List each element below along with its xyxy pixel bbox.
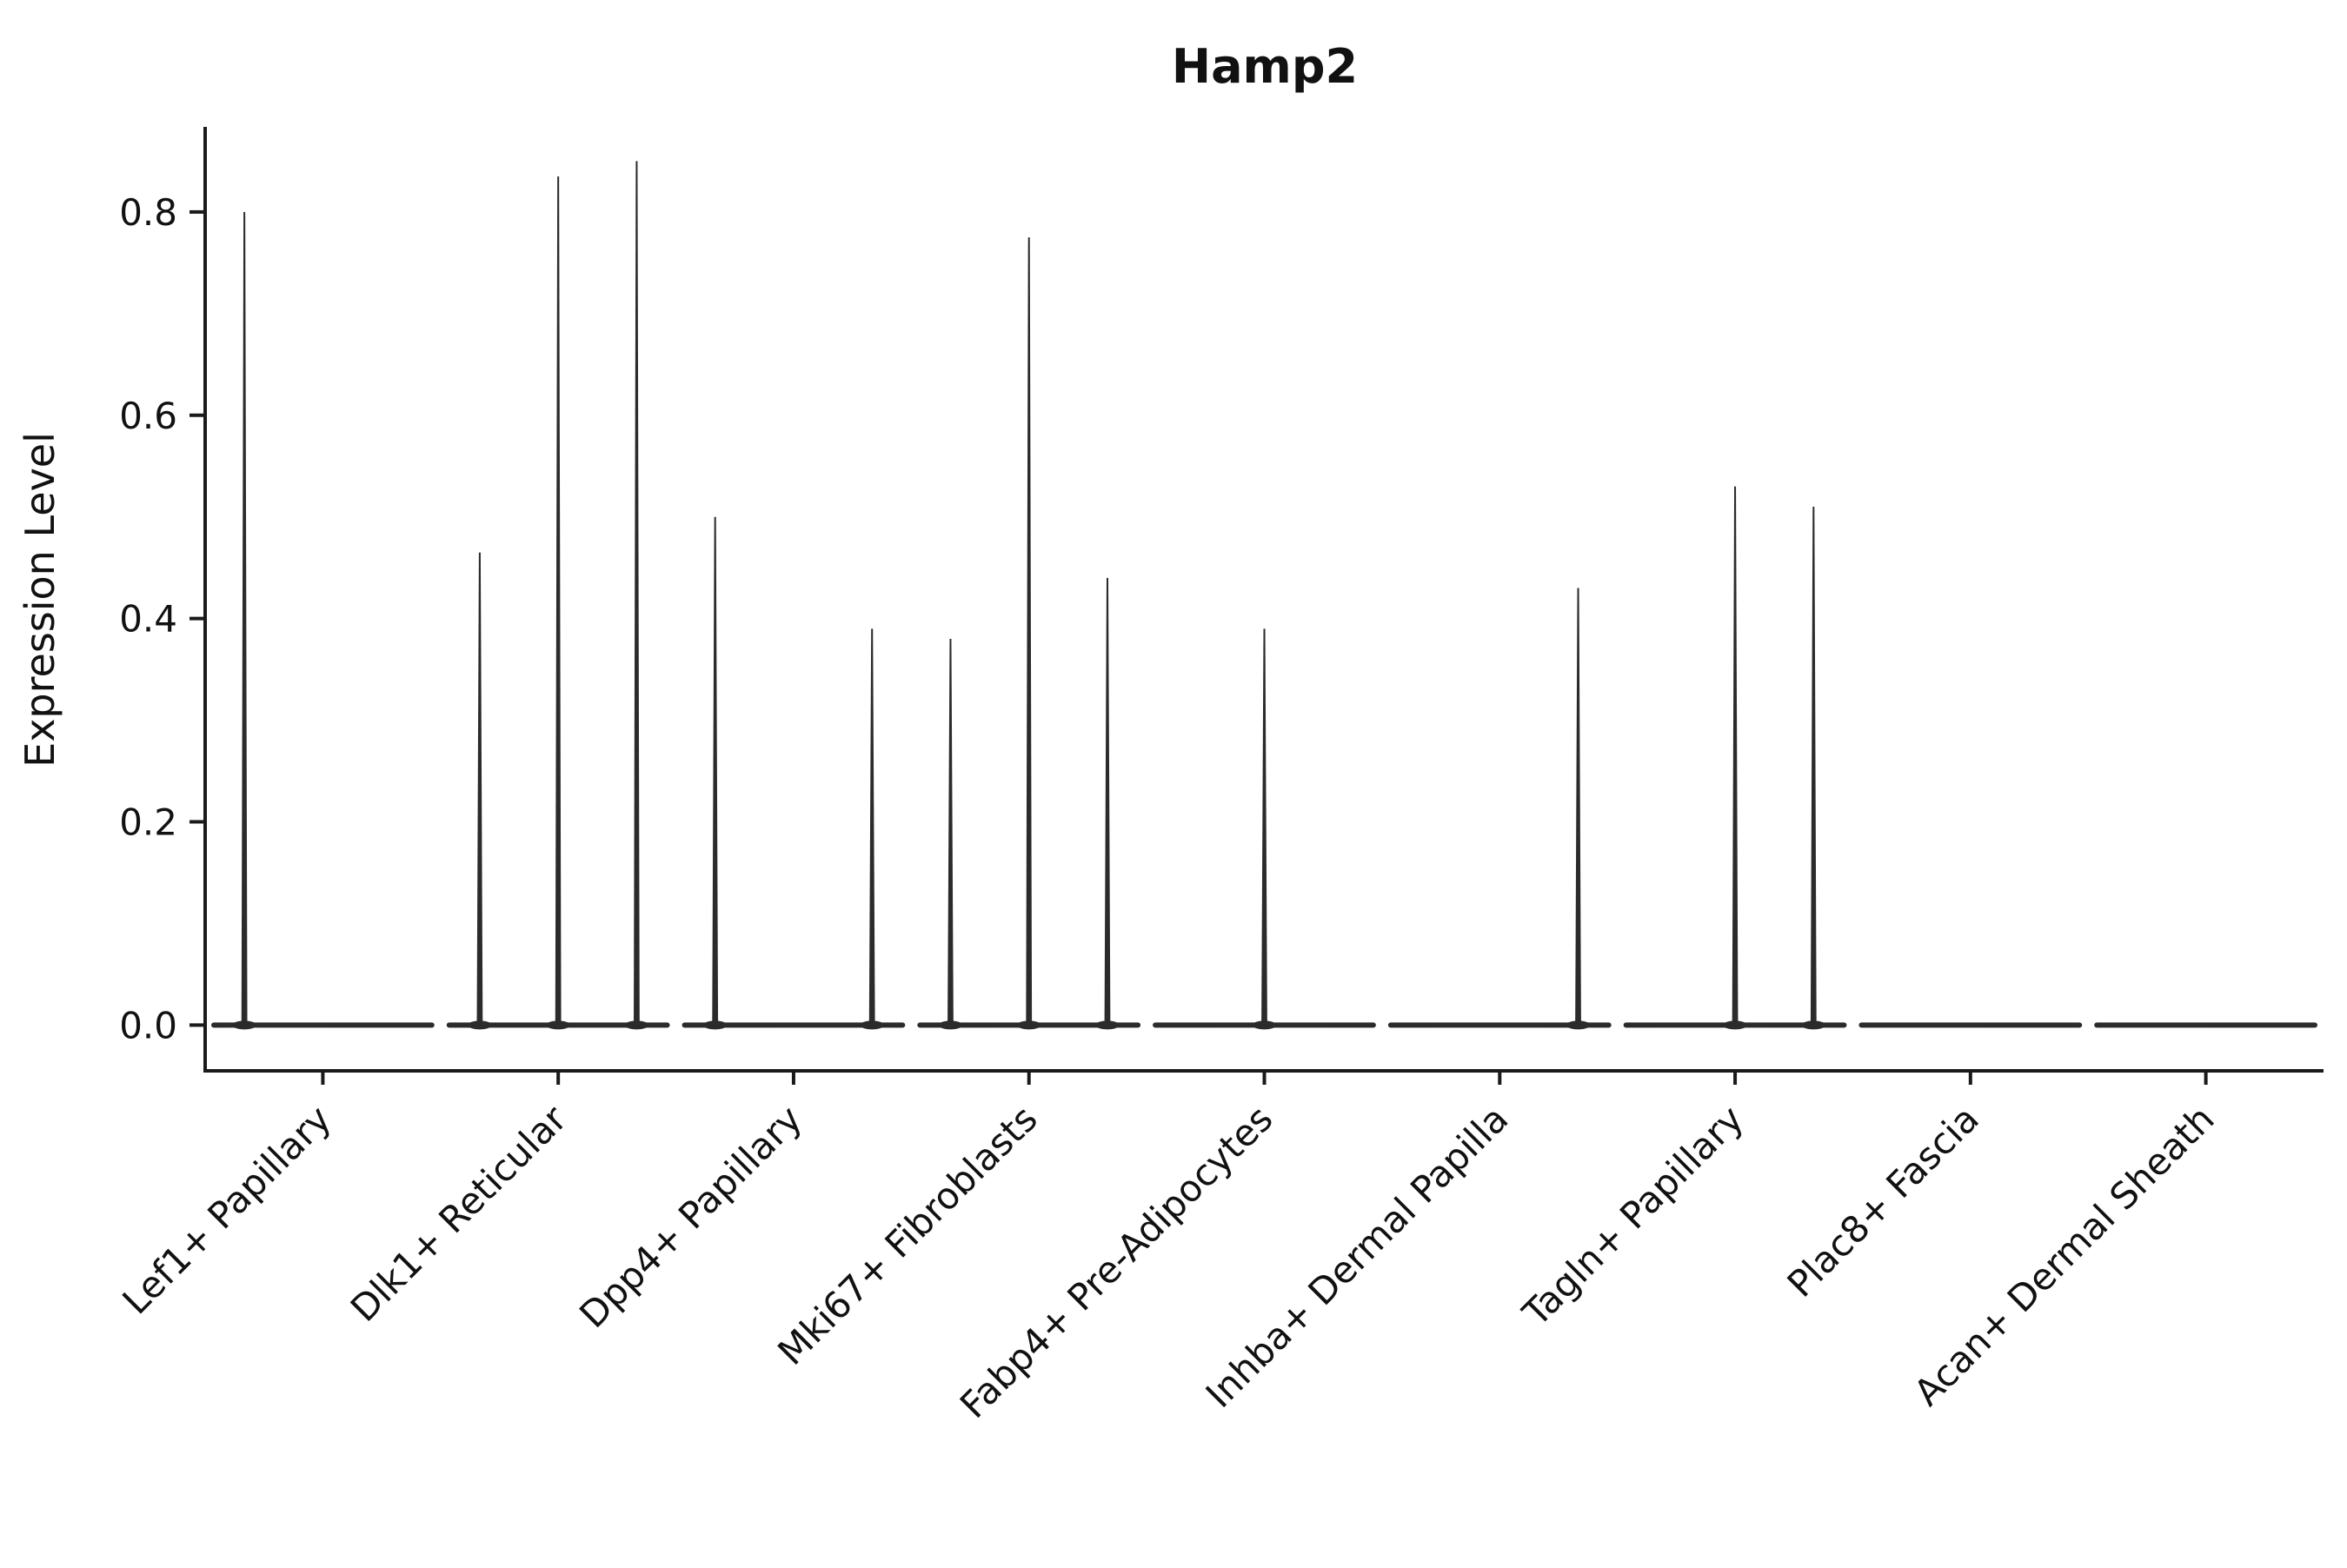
violin-base-bump: [938, 1020, 963, 1030]
violin-spike: [1810, 507, 1817, 1026]
y-tick-label: 0.0: [119, 1004, 177, 1046]
violin-spike: [634, 161, 640, 1026]
violin-spike: [1575, 588, 1581, 1026]
violin-spike: [1104, 577, 1111, 1026]
x-tick-label: Tagln+ Papillary: [1514, 1097, 1752, 1334]
violin-base-bump: [1094, 1020, 1120, 1030]
y-tick-label: 0.4: [119, 598, 177, 641]
violin-base-bump: [1723, 1020, 1748, 1030]
violin-spike: [1732, 486, 1739, 1026]
violin-spike: [476, 552, 483, 1026]
violin-spike: [555, 176, 562, 1026]
plot-area: 0.0 0.2 0.4 0.6 0.8 Lef1+ Papillary Dlk1+ Reti…: [114, 127, 2324, 1426]
x-tick-label: Dpp4+ Papillary: [571, 1097, 810, 1336]
violin-base-bump: [1252, 1020, 1277, 1030]
x-tick-label: Plac8+ Fascia: [1779, 1097, 1987, 1305]
y-tick-label: 0.2: [119, 801, 177, 844]
chart-title: Hamp2: [1172, 39, 1358, 94]
y-axis-label: Expression Level: [17, 432, 63, 767]
violin-base-bump: [1016, 1020, 1041, 1030]
x-tick-label: Lef1+ Papillary: [114, 1097, 339, 1322]
violin-spike: [947, 639, 954, 1026]
violin-base-bump: [702, 1020, 728, 1030]
violin-base-bump: [624, 1020, 649, 1030]
violin-base-bump: [467, 1020, 492, 1030]
violin-spike: [241, 211, 248, 1026]
violin-spike: [712, 516, 719, 1026]
violin-spike: [868, 628, 875, 1026]
violin-spike: [1261, 628, 1267, 1026]
violin-base-bump: [1566, 1020, 1591, 1030]
y-tick-label: 0.6: [119, 395, 177, 437]
violin-base-bump: [1801, 1020, 1826, 1030]
y-tick-label: 0.8: [119, 191, 177, 234]
x-tick-label: Dlk1+ Reticular: [342, 1097, 575, 1330]
violin-base-bump: [232, 1020, 257, 1030]
x-tick-label: Mki67+ Fibroblasts: [769, 1097, 1045, 1372]
violin-spike: [1026, 237, 1033, 1026]
violin-base-bump: [860, 1020, 885, 1030]
violin-base-bump: [546, 1020, 571, 1030]
